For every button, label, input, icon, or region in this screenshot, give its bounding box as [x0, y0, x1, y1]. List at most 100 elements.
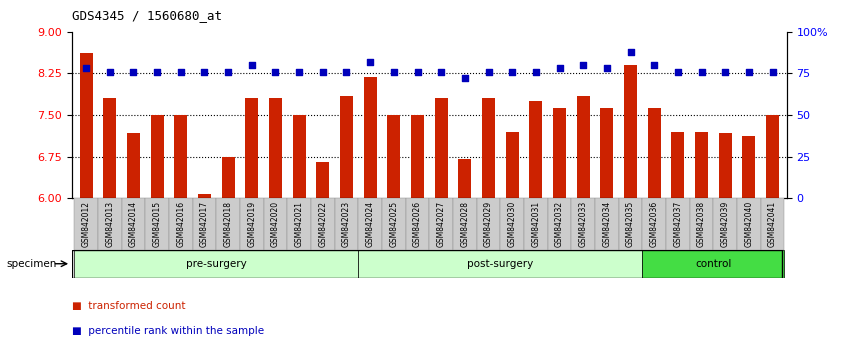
- Text: GSM842027: GSM842027: [437, 201, 446, 247]
- Bar: [174, 115, 187, 198]
- Bar: [198, 194, 211, 198]
- Bar: [500, 198, 524, 250]
- Bar: [169, 198, 193, 250]
- Bar: [127, 133, 140, 198]
- Bar: [340, 96, 353, 198]
- Bar: [435, 98, 448, 198]
- Text: GSM842012: GSM842012: [81, 201, 91, 247]
- Bar: [666, 198, 689, 250]
- Point: [695, 69, 708, 75]
- Bar: [80, 53, 92, 198]
- Text: GSM842034: GSM842034: [602, 201, 612, 247]
- Text: GSM842014: GSM842014: [129, 201, 138, 247]
- Point: [245, 62, 259, 68]
- Text: post-surgery: post-surgery: [467, 259, 534, 269]
- Text: GSM842020: GSM842020: [271, 201, 280, 247]
- Bar: [316, 162, 329, 198]
- Text: GSM842029: GSM842029: [484, 201, 493, 247]
- Bar: [766, 115, 779, 198]
- Text: GSM842026: GSM842026: [413, 201, 422, 247]
- Bar: [151, 115, 163, 198]
- Bar: [217, 198, 240, 250]
- Text: GSM842013: GSM842013: [105, 201, 114, 247]
- Bar: [98, 198, 122, 250]
- Point: [671, 69, 684, 75]
- Bar: [482, 98, 495, 198]
- Text: GSM842022: GSM842022: [318, 201, 327, 247]
- Bar: [293, 115, 305, 198]
- Bar: [695, 132, 708, 198]
- Point: [481, 69, 495, 75]
- Bar: [689, 198, 713, 250]
- Point: [411, 69, 425, 75]
- Point: [174, 69, 188, 75]
- Bar: [571, 198, 595, 250]
- Text: control: control: [695, 259, 732, 269]
- Text: GSM842019: GSM842019: [247, 201, 256, 247]
- Bar: [524, 198, 547, 250]
- Point: [364, 59, 377, 65]
- Bar: [74, 198, 98, 250]
- Bar: [761, 198, 784, 250]
- Text: GSM842030: GSM842030: [508, 201, 517, 247]
- Bar: [577, 96, 590, 198]
- Bar: [193, 198, 217, 250]
- Bar: [713, 198, 737, 250]
- Point: [458, 76, 471, 81]
- Text: GSM842021: GSM842021: [294, 201, 304, 247]
- Text: GSM842025: GSM842025: [389, 201, 398, 247]
- Point: [151, 69, 164, 75]
- Text: ■  percentile rank within the sample: ■ percentile rank within the sample: [72, 326, 264, 336]
- Text: GSM842033: GSM842033: [579, 201, 588, 247]
- Bar: [429, 198, 453, 250]
- Text: GSM842035: GSM842035: [626, 201, 635, 247]
- Bar: [364, 77, 376, 198]
- Point: [718, 69, 732, 75]
- Point: [80, 65, 93, 71]
- Point: [766, 69, 779, 75]
- Text: GSM842041: GSM842041: [768, 201, 777, 247]
- Point: [624, 49, 637, 55]
- Bar: [476, 198, 500, 250]
- Point: [387, 69, 401, 75]
- Point: [316, 69, 330, 75]
- Point: [340, 69, 354, 75]
- Text: GSM842024: GSM842024: [365, 201, 375, 247]
- Bar: [672, 132, 684, 198]
- Bar: [311, 198, 335, 250]
- Bar: [553, 108, 566, 198]
- Point: [505, 69, 519, 75]
- Text: GSM842031: GSM842031: [531, 201, 541, 247]
- Bar: [530, 101, 542, 198]
- Bar: [406, 198, 429, 250]
- Bar: [103, 98, 116, 198]
- Bar: [146, 198, 169, 250]
- Bar: [648, 108, 661, 198]
- Text: GSM842018: GSM842018: [223, 201, 233, 247]
- Bar: [411, 115, 424, 198]
- Bar: [264, 198, 288, 250]
- Bar: [335, 198, 359, 250]
- Text: ■  transformed count: ■ transformed count: [72, 301, 185, 311]
- Bar: [269, 98, 282, 198]
- Bar: [642, 250, 784, 278]
- Point: [600, 65, 613, 71]
- Bar: [74, 250, 359, 278]
- Text: GSM842036: GSM842036: [650, 201, 659, 247]
- Text: GSM842038: GSM842038: [697, 201, 706, 247]
- Text: GSM842015: GSM842015: [152, 201, 162, 247]
- Bar: [359, 250, 642, 278]
- Point: [552, 65, 566, 71]
- Point: [576, 62, 590, 68]
- Point: [647, 62, 661, 68]
- Bar: [642, 198, 666, 250]
- Bar: [719, 133, 732, 198]
- Bar: [547, 198, 571, 250]
- Point: [127, 69, 140, 75]
- Bar: [245, 98, 258, 198]
- Bar: [601, 108, 613, 198]
- Bar: [618, 198, 642, 250]
- Point: [269, 69, 283, 75]
- Point: [529, 69, 542, 75]
- Bar: [122, 198, 146, 250]
